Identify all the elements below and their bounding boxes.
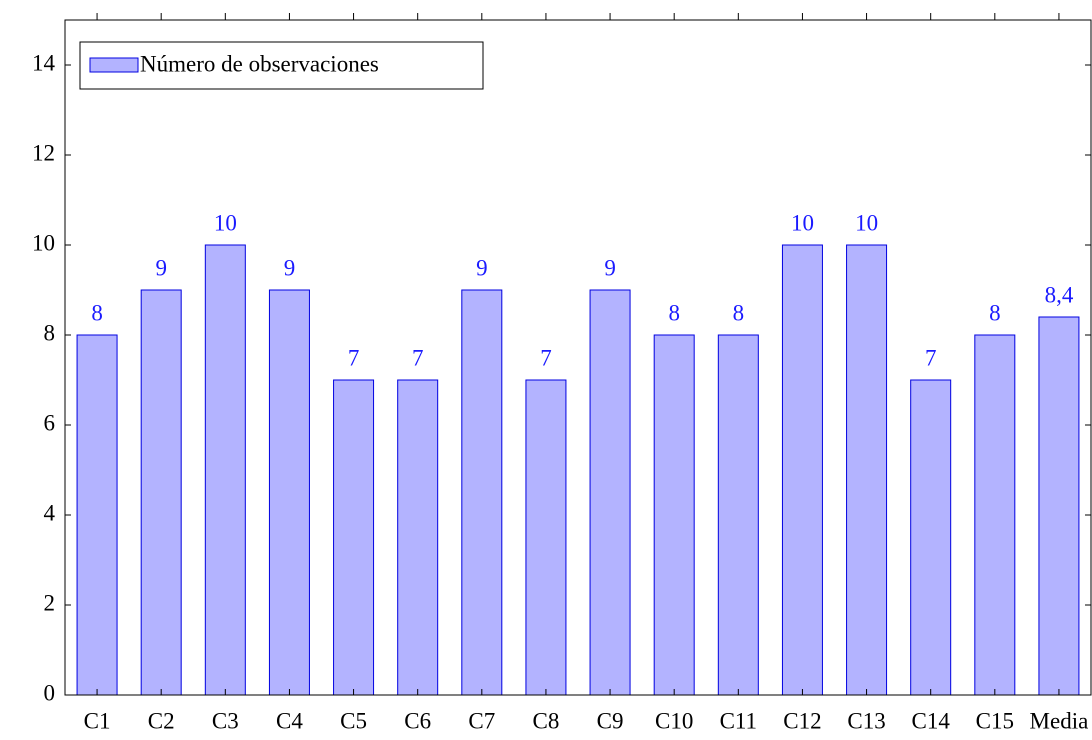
x-tick-label: C5 bbox=[340, 708, 367, 733]
bar bbox=[781, 244, 823, 696]
value-label: 7 bbox=[925, 345, 937, 370]
bar bbox=[717, 334, 759, 696]
value-label: 9 bbox=[155, 255, 167, 280]
bar bbox=[140, 289, 182, 696]
y-tick-label: 4 bbox=[44, 500, 56, 525]
y-tick-label: 0 bbox=[44, 680, 56, 705]
value-label: 8,4 bbox=[1045, 282, 1074, 307]
value-label: 9 bbox=[284, 255, 296, 280]
value-label: 10 bbox=[855, 210, 878, 235]
value-label: 7 bbox=[348, 345, 360, 370]
bar bbox=[974, 334, 1016, 696]
x-tick-label: C6 bbox=[404, 708, 431, 733]
value-label: 8 bbox=[668, 300, 680, 325]
y-tick-label: 2 bbox=[44, 590, 56, 615]
bar bbox=[653, 334, 695, 696]
x-tick-label: C1 bbox=[84, 708, 111, 733]
value-label: 8 bbox=[91, 300, 103, 325]
bar bbox=[268, 289, 310, 696]
value-label: 7 bbox=[412, 345, 424, 370]
x-tick-label: C12 bbox=[783, 708, 821, 733]
plot-frame bbox=[64, 19, 1092, 696]
x-tick-label: C11 bbox=[720, 708, 758, 733]
legend-box bbox=[79, 41, 484, 90]
bar bbox=[1038, 316, 1080, 696]
value-label: 7 bbox=[540, 345, 552, 370]
bar bbox=[525, 379, 567, 696]
bar bbox=[397, 379, 439, 696]
bar bbox=[204, 244, 246, 696]
x-tick-label: C7 bbox=[468, 708, 495, 733]
value-label: 9 bbox=[476, 255, 488, 280]
x-tick-label: C3 bbox=[212, 708, 239, 733]
value-label: 10 bbox=[214, 210, 237, 235]
bar bbox=[589, 289, 631, 696]
value-label: 9 bbox=[604, 255, 616, 280]
bar bbox=[76, 334, 118, 696]
x-tick-label: C9 bbox=[597, 708, 624, 733]
bar bbox=[910, 379, 952, 696]
y-tick-label: 6 bbox=[44, 410, 56, 435]
legend-swatch bbox=[89, 57, 139, 73]
y-tick-label: 14 bbox=[32, 50, 56, 75]
x-tick-label: C2 bbox=[148, 708, 175, 733]
value-label: 10 bbox=[791, 210, 814, 235]
bar bbox=[333, 379, 375, 696]
y-tick-label: 12 bbox=[32, 140, 55, 165]
value-label: 8 bbox=[733, 300, 745, 325]
y-tick-label: 8 bbox=[44, 320, 56, 345]
value-label: 8 bbox=[989, 300, 1001, 325]
bar bbox=[461, 289, 503, 696]
x-tick-label: C13 bbox=[847, 708, 885, 733]
x-tick-label: C4 bbox=[276, 708, 303, 733]
x-tick-label: C8 bbox=[533, 708, 560, 733]
x-tick-label: C15 bbox=[976, 708, 1014, 733]
x-tick-label: C14 bbox=[912, 708, 951, 733]
bar bbox=[846, 244, 888, 696]
legend-label: Número de observaciones bbox=[140, 51, 379, 76]
x-tick-label: C10 bbox=[655, 708, 693, 733]
x-tick-label: Media bbox=[1030, 708, 1089, 733]
y-tick-label: 10 bbox=[32, 230, 55, 255]
